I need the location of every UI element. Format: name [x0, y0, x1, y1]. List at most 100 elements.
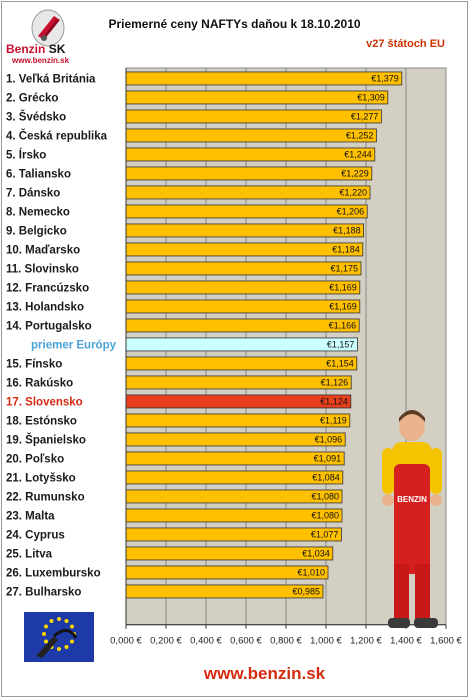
bar: [125, 508, 343, 523]
star-icon: [57, 617, 61, 621]
category-label: 26. Luxembursko: [6, 567, 101, 579]
star-icon: [44, 639, 49, 644]
value-label: €1,124: [320, 396, 348, 406]
category-label: 9. Belgicko: [6, 225, 67, 237]
category-label: 8. Nemecko: [6, 206, 70, 218]
star-icon: [49, 619, 54, 624]
footer-url: www.benzin.sk: [203, 664, 326, 683]
value-label: €1,126: [321, 377, 349, 387]
category-label: 4. Česká republika: [6, 129, 108, 142]
value-label: €1,080: [311, 491, 339, 501]
category-label: 3. Švédsko: [6, 110, 66, 123]
star-icon: [44, 624, 49, 629]
value-label: €1,169: [329, 282, 357, 292]
value-label: €1,154: [326, 358, 354, 368]
category-label: 20. Poľsko: [6, 453, 64, 465]
x-tick-label: 0,000 €: [110, 636, 142, 647]
category-label: priemer Európy: [31, 339, 117, 351]
bar: [125, 242, 364, 257]
x-tick-label: 0,600 €: [230, 636, 262, 647]
value-label: €1,379: [371, 73, 399, 83]
category-label: 22. Rumunsko: [6, 491, 85, 503]
value-label: €1,184: [332, 244, 360, 254]
star-icon: [42, 632, 46, 636]
value-label: €1,077: [311, 529, 339, 539]
value-label: €1,010: [297, 567, 325, 577]
chart-title: Priemerné ceny NAFTYs daňou k 18.10.2010: [108, 17, 361, 31]
logo-url: www.benzin.sk: [12, 56, 70, 65]
bar: [125, 356, 358, 371]
x-tick-label: 0,200 €: [150, 636, 182, 647]
bar: [125, 185, 371, 200]
bar: [125, 337, 358, 352]
x-tick-label: 1,200 €: [350, 636, 382, 647]
value-label: €1,080: [311, 510, 339, 520]
category-labels: 1. Veľká Británia 2. Grécko 3. Švédsko 4. Č…: [6, 73, 117, 598]
category-label: 27. Bulharsko: [6, 586, 81, 598]
star-icon: [64, 619, 69, 624]
category-label: 7. Dánsko: [6, 187, 60, 199]
bar: [125, 375, 352, 390]
bar: [125, 451, 345, 466]
svg-text:BENZIN: BENZIN: [397, 495, 427, 504]
bar: [125, 261, 362, 276]
value-label: €1,157: [327, 339, 355, 349]
value-label: €0,985: [292, 586, 320, 596]
value-label: €1,034: [302, 548, 330, 558]
value-labels: €1,379 €1,309 €1,277 €1,252 €1,244 €1,229 €1,2…: [292, 73, 398, 596]
x-tick-label: 1,400 €: [390, 636, 422, 647]
value-label: €1,309: [357, 92, 385, 102]
x-tick-label: 0,400 €: [190, 636, 222, 647]
bar: [125, 470, 344, 485]
eu-flag-icon: [24, 612, 94, 662]
bar: [125, 128, 377, 143]
category-label: 5. Írsko: [6, 148, 46, 161]
category-label: 19. Španielsko: [6, 433, 86, 446]
bar: [125, 394, 352, 409]
bar: [125, 71, 403, 86]
category-label: 15. Fínsko: [6, 358, 62, 370]
bar: [125, 223, 365, 238]
category-label: 13. Holandsko: [6, 301, 84, 313]
value-label: €1,206: [337, 206, 365, 216]
star-icon: [69, 639, 74, 644]
bar: [125, 280, 361, 295]
logo-brand: Benzin SK: [6, 42, 66, 56]
bar: [125, 90, 389, 105]
value-label: €1,252: [346, 130, 374, 140]
category-label: 18. Estónsko: [6, 415, 77, 427]
mechanic-figure: BENZIN: [382, 410, 442, 628]
category-label: 12. Francúzsko: [6, 282, 89, 294]
chart-subtitle: v27 štátoch EU: [366, 38, 445, 50]
bar: [125, 109, 382, 124]
value-label: €1,277: [351, 111, 379, 121]
star-icon: [57, 647, 61, 651]
bar: [125, 299, 361, 314]
category-label: 2. Grécko: [6, 92, 58, 104]
category-label: 11. Slovinsko: [6, 263, 79, 275]
bar: [125, 204, 368, 219]
category-label: 24. Cyprus: [6, 529, 65, 541]
category-label: 16. Rakúsko: [6, 377, 73, 389]
bar: [125, 166, 373, 181]
category-label: 23. Malta: [6, 510, 55, 522]
star-icon: [69, 624, 74, 629]
bar: [125, 318, 360, 333]
category-label: 25. Litva: [6, 548, 53, 560]
category-label: 17. Slovensko: [6, 396, 83, 408]
bar: [125, 489, 343, 504]
value-label: €1,244: [344, 149, 372, 159]
x-tick-label: 1,600 €: [430, 636, 462, 647]
value-label: €1,091: [314, 453, 342, 463]
value-label: €1,084: [312, 472, 340, 482]
category-label: 21. Lotyšsko: [6, 472, 76, 484]
value-label: €1,169: [329, 301, 357, 311]
value-label: €1,096: [315, 434, 343, 444]
value-label: €1,166: [329, 320, 357, 330]
category-label: 6. Taliansko: [6, 168, 71, 180]
star-icon: [64, 644, 69, 649]
bar: [125, 413, 351, 428]
x-tick-label: 0,800 €: [270, 636, 302, 647]
value-label: €1,220: [339, 187, 367, 197]
